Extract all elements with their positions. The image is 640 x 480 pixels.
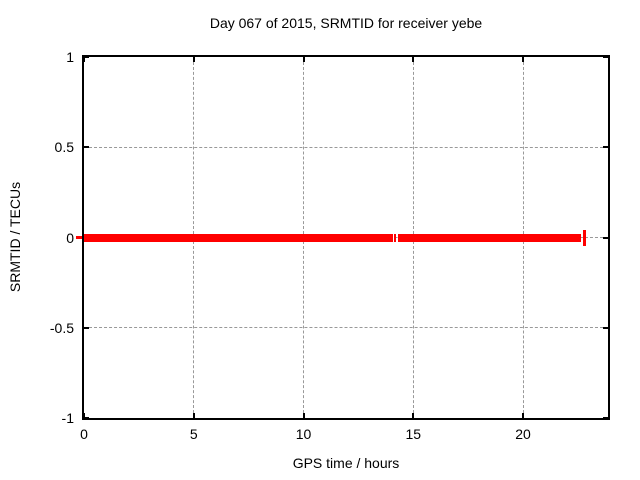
clipped-errorbar-whisker [76, 236, 82, 239]
x-tick-mark-top [192, 57, 195, 62]
x-tick-mark-top [522, 57, 525, 62]
y-tick-label: 0 [66, 229, 74, 246]
y-tick-mark-left [84, 326, 89, 329]
x-tick-mark-bottom [302, 413, 305, 418]
y-tick-mark-left [84, 146, 89, 149]
y-tick-label: -1 [61, 410, 74, 426]
x-tick-mark-bottom [412, 413, 415, 418]
y-tick-mark-right [603, 236, 608, 239]
data-segment [84, 233, 394, 242]
y-tick-mark-right [603, 146, 608, 149]
x-tick-label: 5 [189, 426, 198, 442]
data-segment [397, 233, 582, 242]
x-tick-mark-bottom [192, 413, 195, 418]
x-tick-mark-bottom [522, 413, 525, 418]
x-tick-mark-top [302, 57, 305, 62]
x-axis-label: GPS time / hours [292, 455, 400, 471]
chart-title: Day 067 of 2015, SRMTID for receiver yeb… [209, 15, 483, 31]
x-tick-mark-bottom [83, 413, 85, 418]
y-tick-mark-right [603, 417, 608, 419]
y-tick-mark-right [603, 326, 608, 329]
x-tick-label: 20 [515, 426, 531, 442]
y-tick-label: 1 [66, 49, 74, 65]
x-tick-label: 0 [80, 426, 88, 442]
x-tick-mark-top [412, 57, 415, 62]
x-tick-mark-top [83, 57, 85, 62]
plot-area [76, 55, 610, 420]
y-tick-mark-right [603, 56, 608, 58]
x-tick-label: 10 [295, 426, 312, 442]
data-point-marker [394, 233, 397, 242]
data-point-errorbar [582, 229, 586, 246]
y-tick-mark-left [84, 417, 89, 419]
y-tick-mark-left [84, 56, 89, 58]
y-tick-label: 0.5 [54, 139, 74, 156]
grid-line-horizontal [84, 146, 608, 148]
x-tick-label: 15 [405, 426, 422, 442]
y-tick-label: -0.5 [49, 319, 74, 336]
grid-line-horizontal [84, 327, 608, 329]
